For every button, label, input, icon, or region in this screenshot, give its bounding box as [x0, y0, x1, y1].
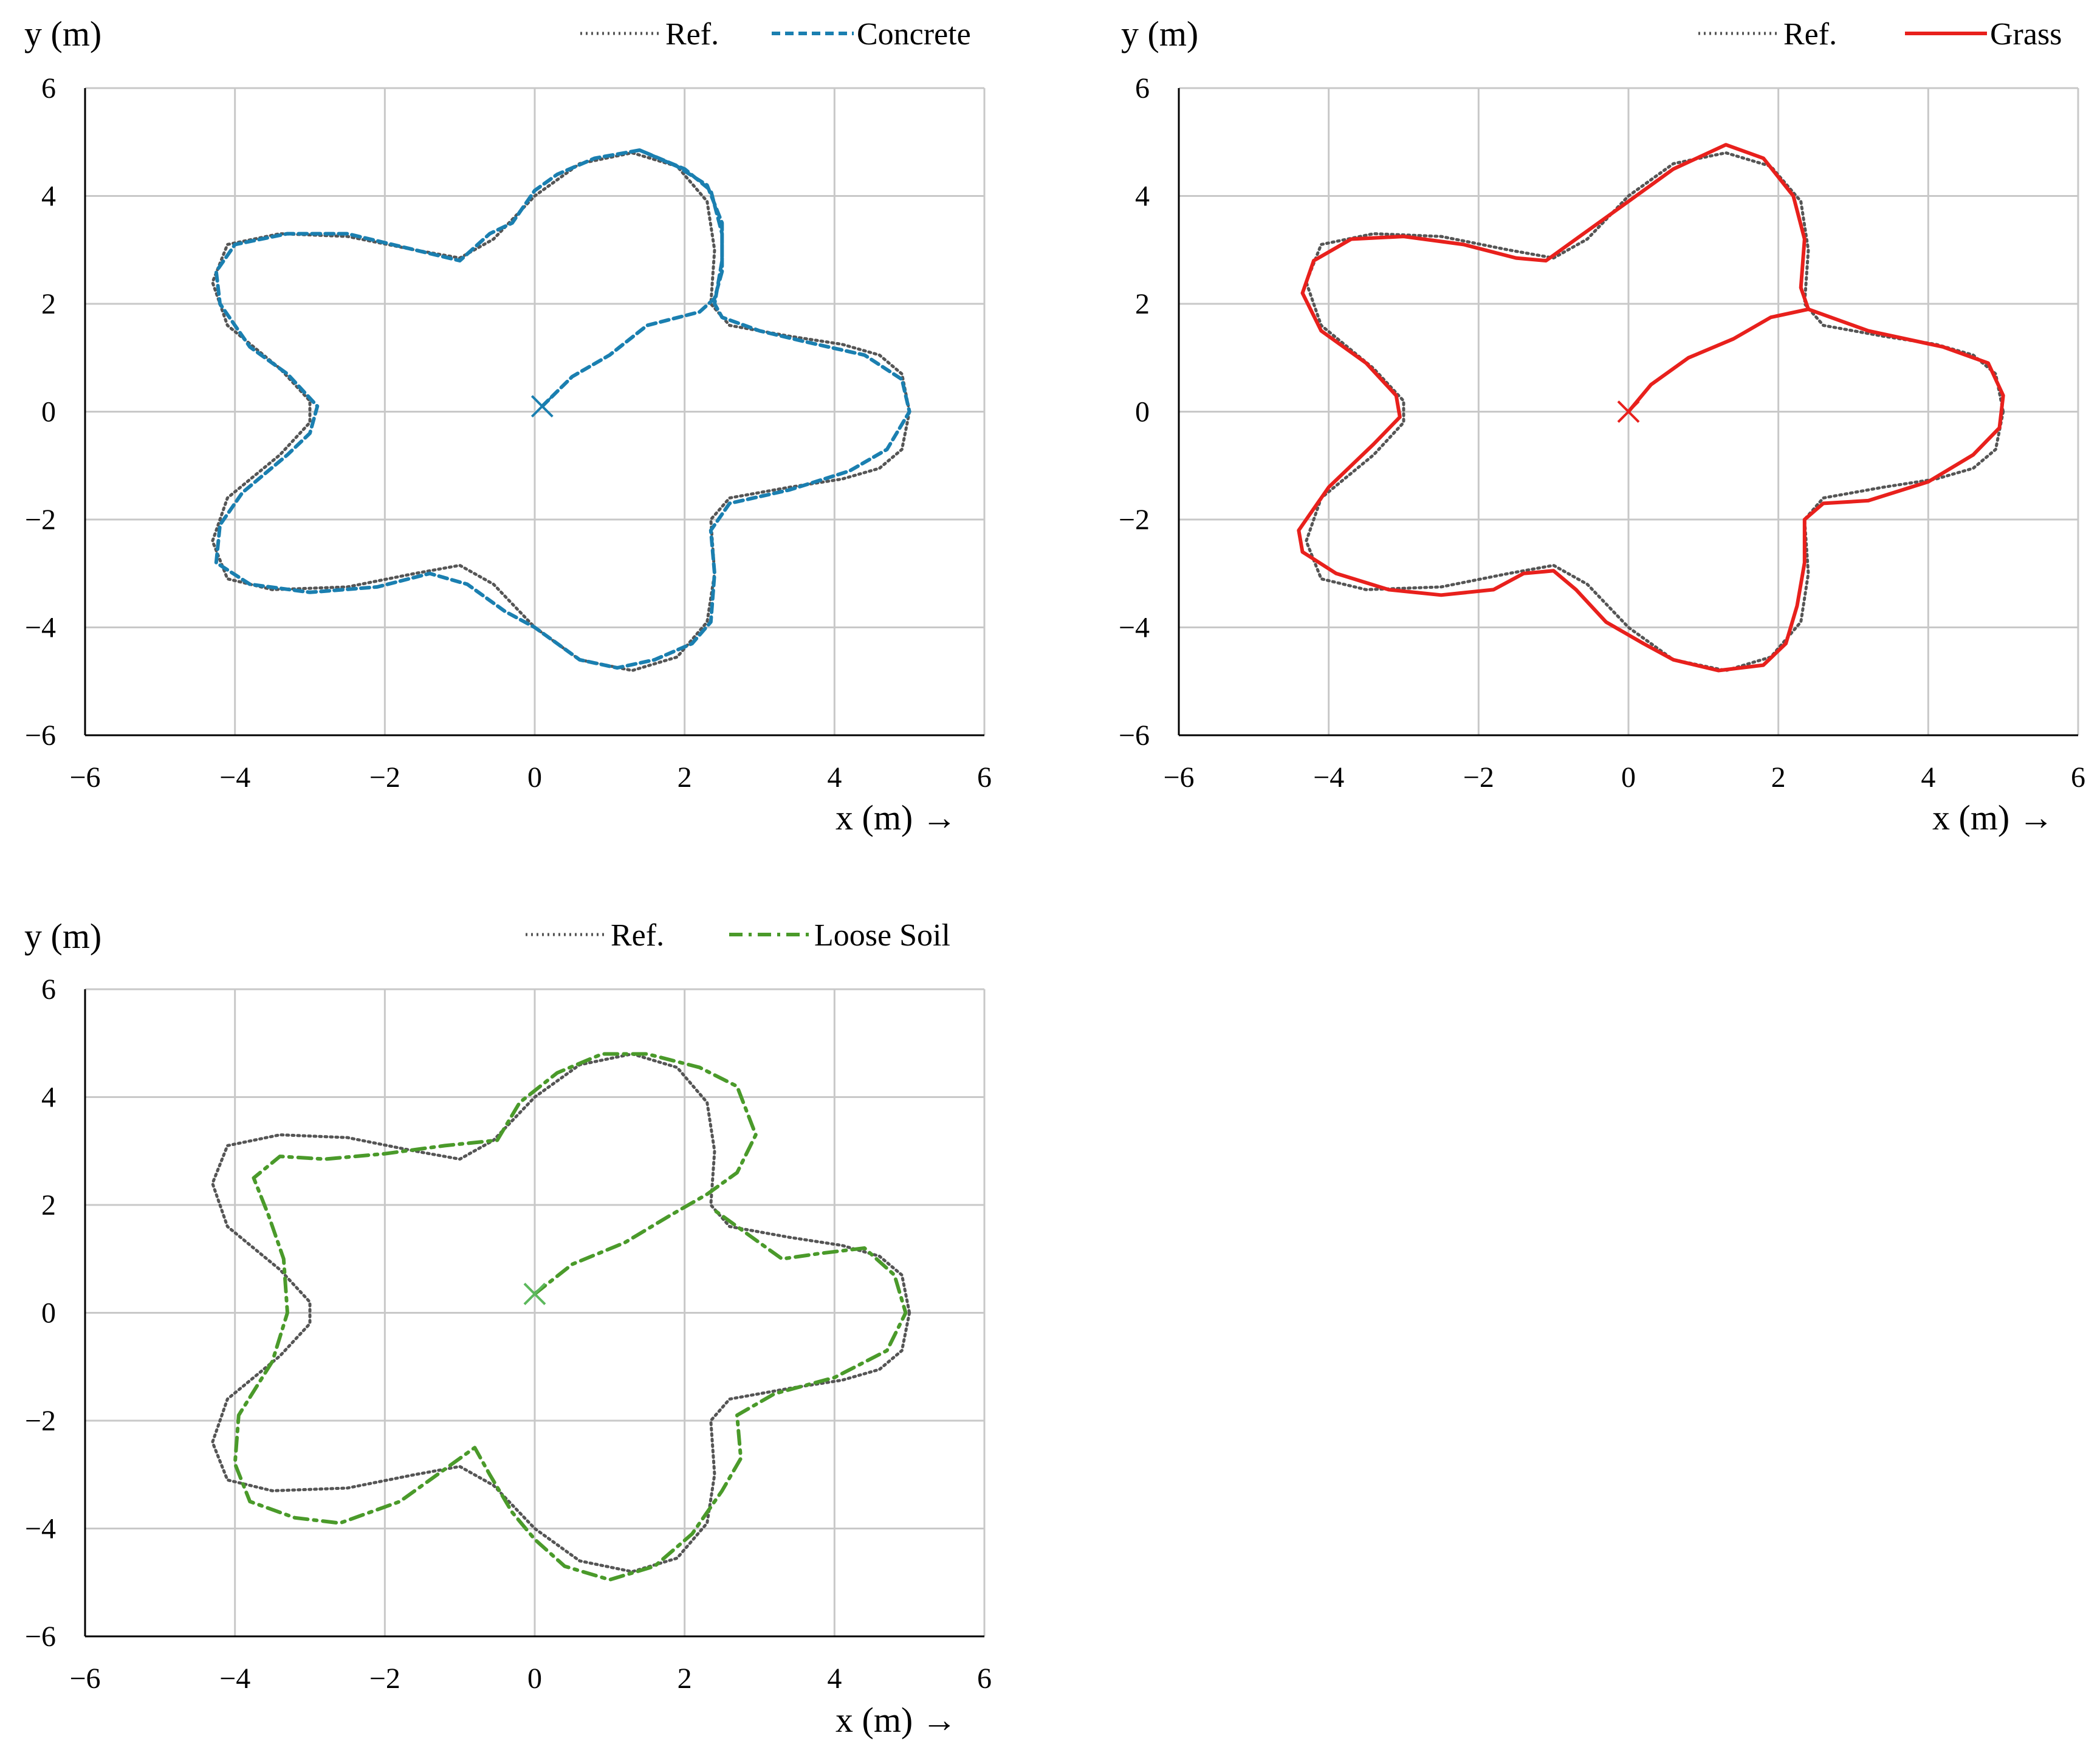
legend-ref-label: Ref.	[665, 17, 719, 52]
y-tick-label: 6	[41, 973, 56, 1006]
series-ref-line	[211, 1052, 911, 1573]
plot-area: −6 −4 −2 0 2 4 6 6 4 2 0 −2 −4 −6	[25, 973, 992, 1695]
x-tick-label: −4	[1313, 761, 1344, 794]
x-tick-label: −6	[1163, 761, 1194, 794]
y-tick-label: 4	[1135, 180, 1150, 213]
x-axis-title: x (m) →	[836, 1700, 957, 1740]
y-tick-label: 6	[1135, 72, 1150, 105]
y-axis-title: y (m)	[24, 14, 101, 53]
legend-concrete-label: Concrete	[857, 17, 971, 52]
start-marker-x	[530, 395, 554, 418]
x-tick-label: 0	[527, 761, 542, 794]
x-tick-label: 6	[977, 1662, 992, 1695]
legend: Ref. Concrete	[580, 17, 971, 52]
x-tick-label: 2	[678, 1662, 692, 1695]
series-ref-line	[211, 151, 911, 672]
y-tick-label: −4	[25, 1513, 56, 1545]
x-tick-label: −6	[69, 1662, 100, 1695]
y-axis-title: y (m)	[1121, 14, 1198, 53]
x-tick-label: −4	[219, 761, 250, 794]
y-axis-title: y (m)	[24, 916, 101, 956]
legend-ref-label: Ref.	[1783, 17, 1837, 52]
panel-grass: y (m) x (m) → Ref. Grass −6 −4 −2 0 2 4 66420−…	[1119, 14, 2085, 837]
legend-grass-label: Grass	[1990, 17, 2062, 52]
y-tick-label: −6	[25, 1621, 56, 1653]
y-tick-label: −6	[25, 719, 56, 752]
x-tick-label: −2	[1463, 761, 1494, 794]
x-tick-label: 6	[977, 761, 992, 794]
y-tick-label: −4	[1119, 612, 1150, 644]
panel-concrete: y (m) x (m) → Ref. Concrete −6 −4 −2 0 2 4 6 6 4…	[24, 14, 992, 837]
y-tick-label: 0	[1135, 396, 1150, 428]
x-axis-title: x (m) →	[836, 798, 957, 837]
x-tick-label: 4	[1921, 761, 1935, 794]
y-tick-label: 2	[41, 1189, 56, 1221]
y-tick-label: −4	[25, 612, 56, 644]
plot-area: −6 −4 −2 0 2 4 6 6 4 2 0 −2 −4 −6	[25, 72, 992, 794]
x-tick-label: −6	[69, 761, 100, 794]
y-tick-label: 0	[41, 396, 56, 428]
series-concrete-line	[214, 148, 911, 670]
x-tick-label: 2	[678, 761, 692, 794]
y-tick-label: 2	[41, 288, 56, 320]
series-loose-soil-line	[233, 1052, 908, 1582]
x-tick-label: 0	[527, 1662, 542, 1695]
x-tick-label: 2	[1771, 761, 1786, 794]
y-tick-label: −2	[25, 504, 56, 536]
x-axis-title: x (m) →	[1932, 798, 2054, 837]
x-tick-label: 4	[827, 1662, 842, 1695]
plot-area: −6 −4 −2 0 2 4 6 6 4 2 0 −2 −4 −6	[1119, 72, 2085, 794]
x-tick-label: 4	[827, 761, 842, 794]
start-marker-x	[1617, 400, 1640, 423]
x-tick-label: 6	[2071, 761, 2085, 794]
x-tick-label: −2	[369, 761, 400, 794]
x-tick-label: 0	[1621, 761, 1636, 794]
x-tick-label: −4	[219, 1662, 250, 1695]
y-tick-label: 0	[41, 1297, 56, 1330]
y-tick-label: −2	[25, 1405, 56, 1437]
legend: Ref. Grass	[1698, 17, 2062, 52]
legend-ref-label: Ref.	[611, 918, 664, 953]
legend: Ref. Loose Soil	[526, 918, 950, 953]
legend-loose-soil-label: Loose Soil	[814, 918, 950, 953]
series-ref-line	[1305, 151, 2005, 672]
panel-loose-soil: y (m) x (m) → Ref. Loose Soil −6 −4 −2 0 2 4 6…	[24, 916, 992, 1740]
y-tick-label: 4	[41, 180, 56, 213]
start-marker-x	[523, 1283, 546, 1305]
series-grass-line	[1297, 143, 2005, 673]
y-tick-label: 6	[41, 72, 56, 105]
y-tick-label: 2	[1135, 288, 1150, 320]
y-tick-label: −6	[1119, 719, 1150, 752]
y-tick-label: −2	[1119, 504, 1150, 536]
y-tick-label: 4	[41, 1082, 56, 1114]
x-tick-label: −2	[369, 1662, 400, 1695]
